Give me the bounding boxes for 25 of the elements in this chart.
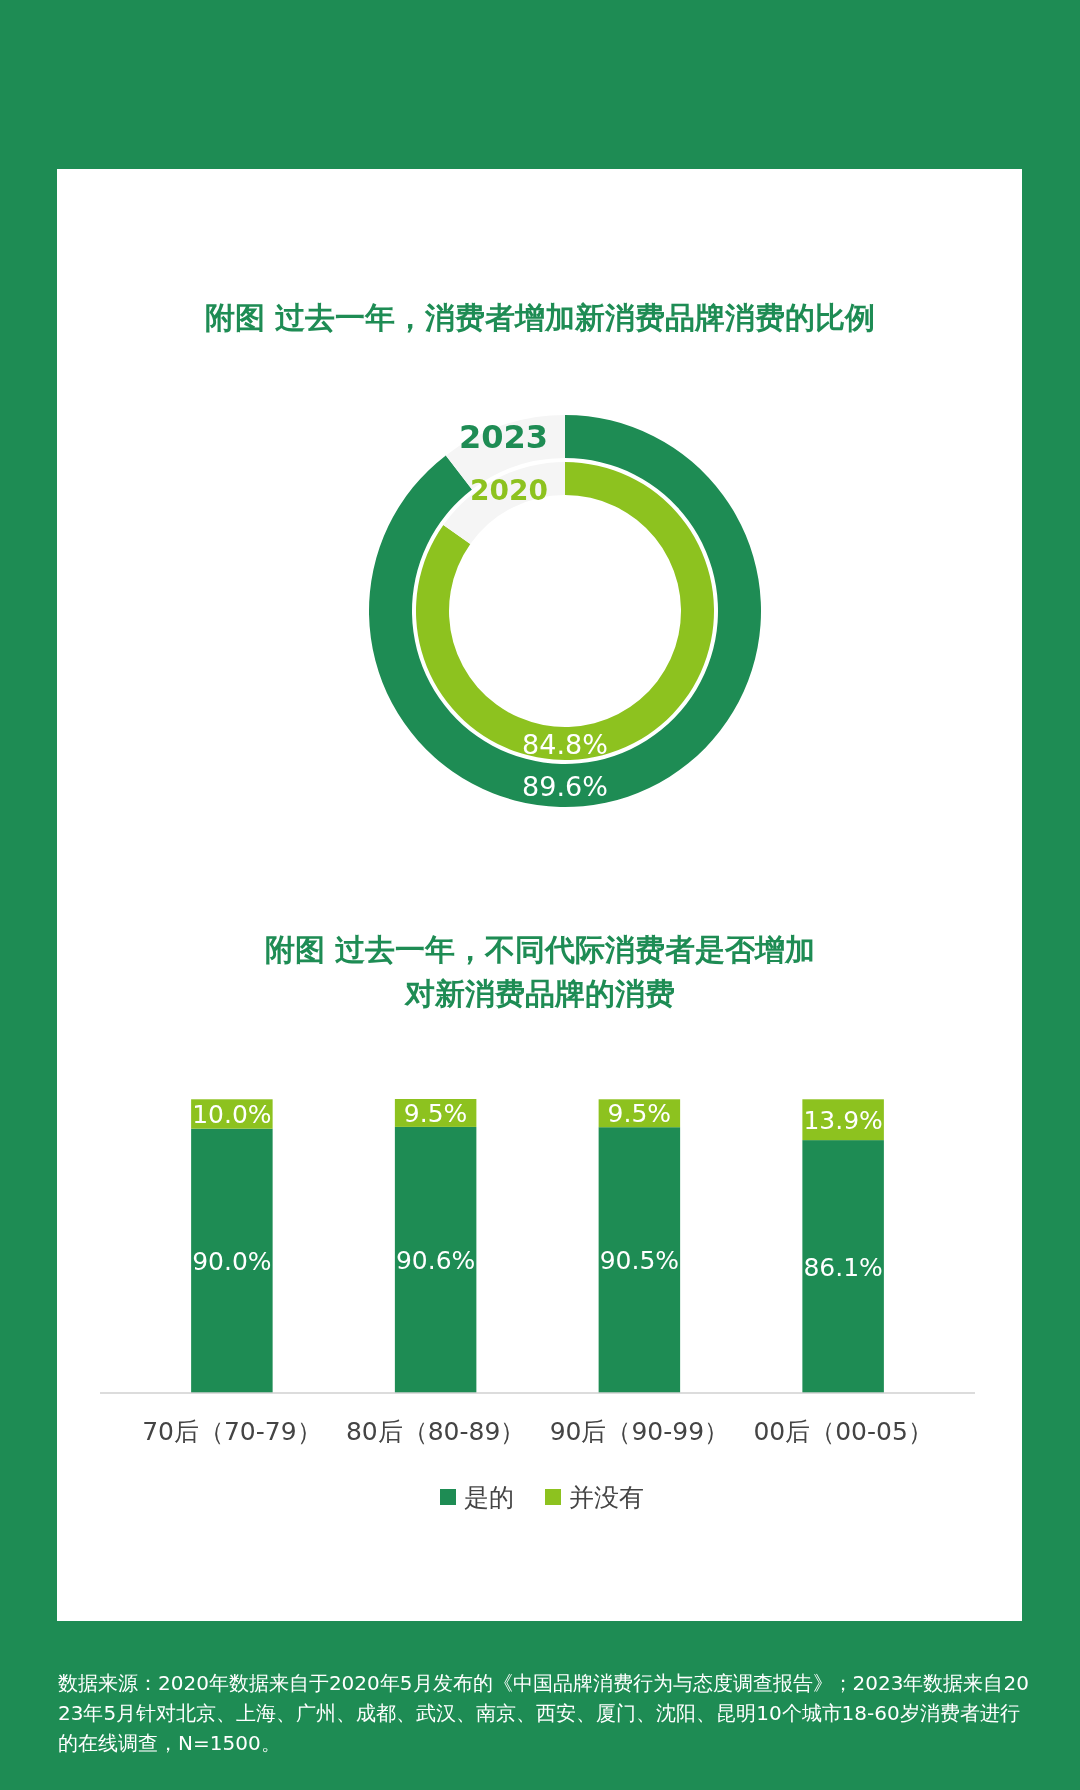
data-label: 10.0% [192, 1099, 272, 1129]
data-label: 9.5% [607, 1099, 672, 1129]
data-label: 13.9% [803, 1105, 883, 1135]
chart-title: 附图 过去一年，消费者增加新消费品牌消费的比例 [204, 300, 876, 335]
legend-label: 是的 [464, 1483, 514, 1512]
source-note: 数据来源：2020年数据来自于2020年5月发布的《中国品牌消费行为与态度调查报告》；2023年数据来自2023年5月针对北京、上海、广州、成都、武汉、南京、西安、厦门、沈阳、昆明10个城市18-60岁消费者进行的在线调查，N=1500。 [58, 1671, 1029, 1755]
data-label: 90.0% [192, 1246, 272, 1276]
x-tick-label: 90后（90-99） [549, 1417, 730, 1446]
chart-title: 附图 过去一年，不同代际消费者是否增加对新消费品牌的消费 [264, 932, 816, 1011]
data-label: 90.5% [599, 1246, 680, 1276]
x-tick-label: 70后（70-79） [142, 1417, 322, 1446]
data-label: 89.6% [522, 770, 608, 802]
data-label: 86.1% [803, 1252, 883, 1282]
data-label: 90.6% [395, 1245, 476, 1275]
x-tick-label: 00后（00-05） [753, 1417, 933, 1446]
bar [802, 1140, 884, 1393]
bar [394, 1126, 477, 1393]
data-label: 9.5% [403, 1098, 468, 1128]
data-label: 84.8% [522, 728, 608, 760]
legend-label: 并没有 [569, 1483, 644, 1512]
bar [598, 1127, 681, 1393]
bar [191, 1128, 273, 1393]
slice-label: 2023 [458, 418, 548, 456]
x-tick-label: 80后（80-89） [345, 1417, 526, 1446]
slice-label: 2020 [470, 474, 548, 507]
